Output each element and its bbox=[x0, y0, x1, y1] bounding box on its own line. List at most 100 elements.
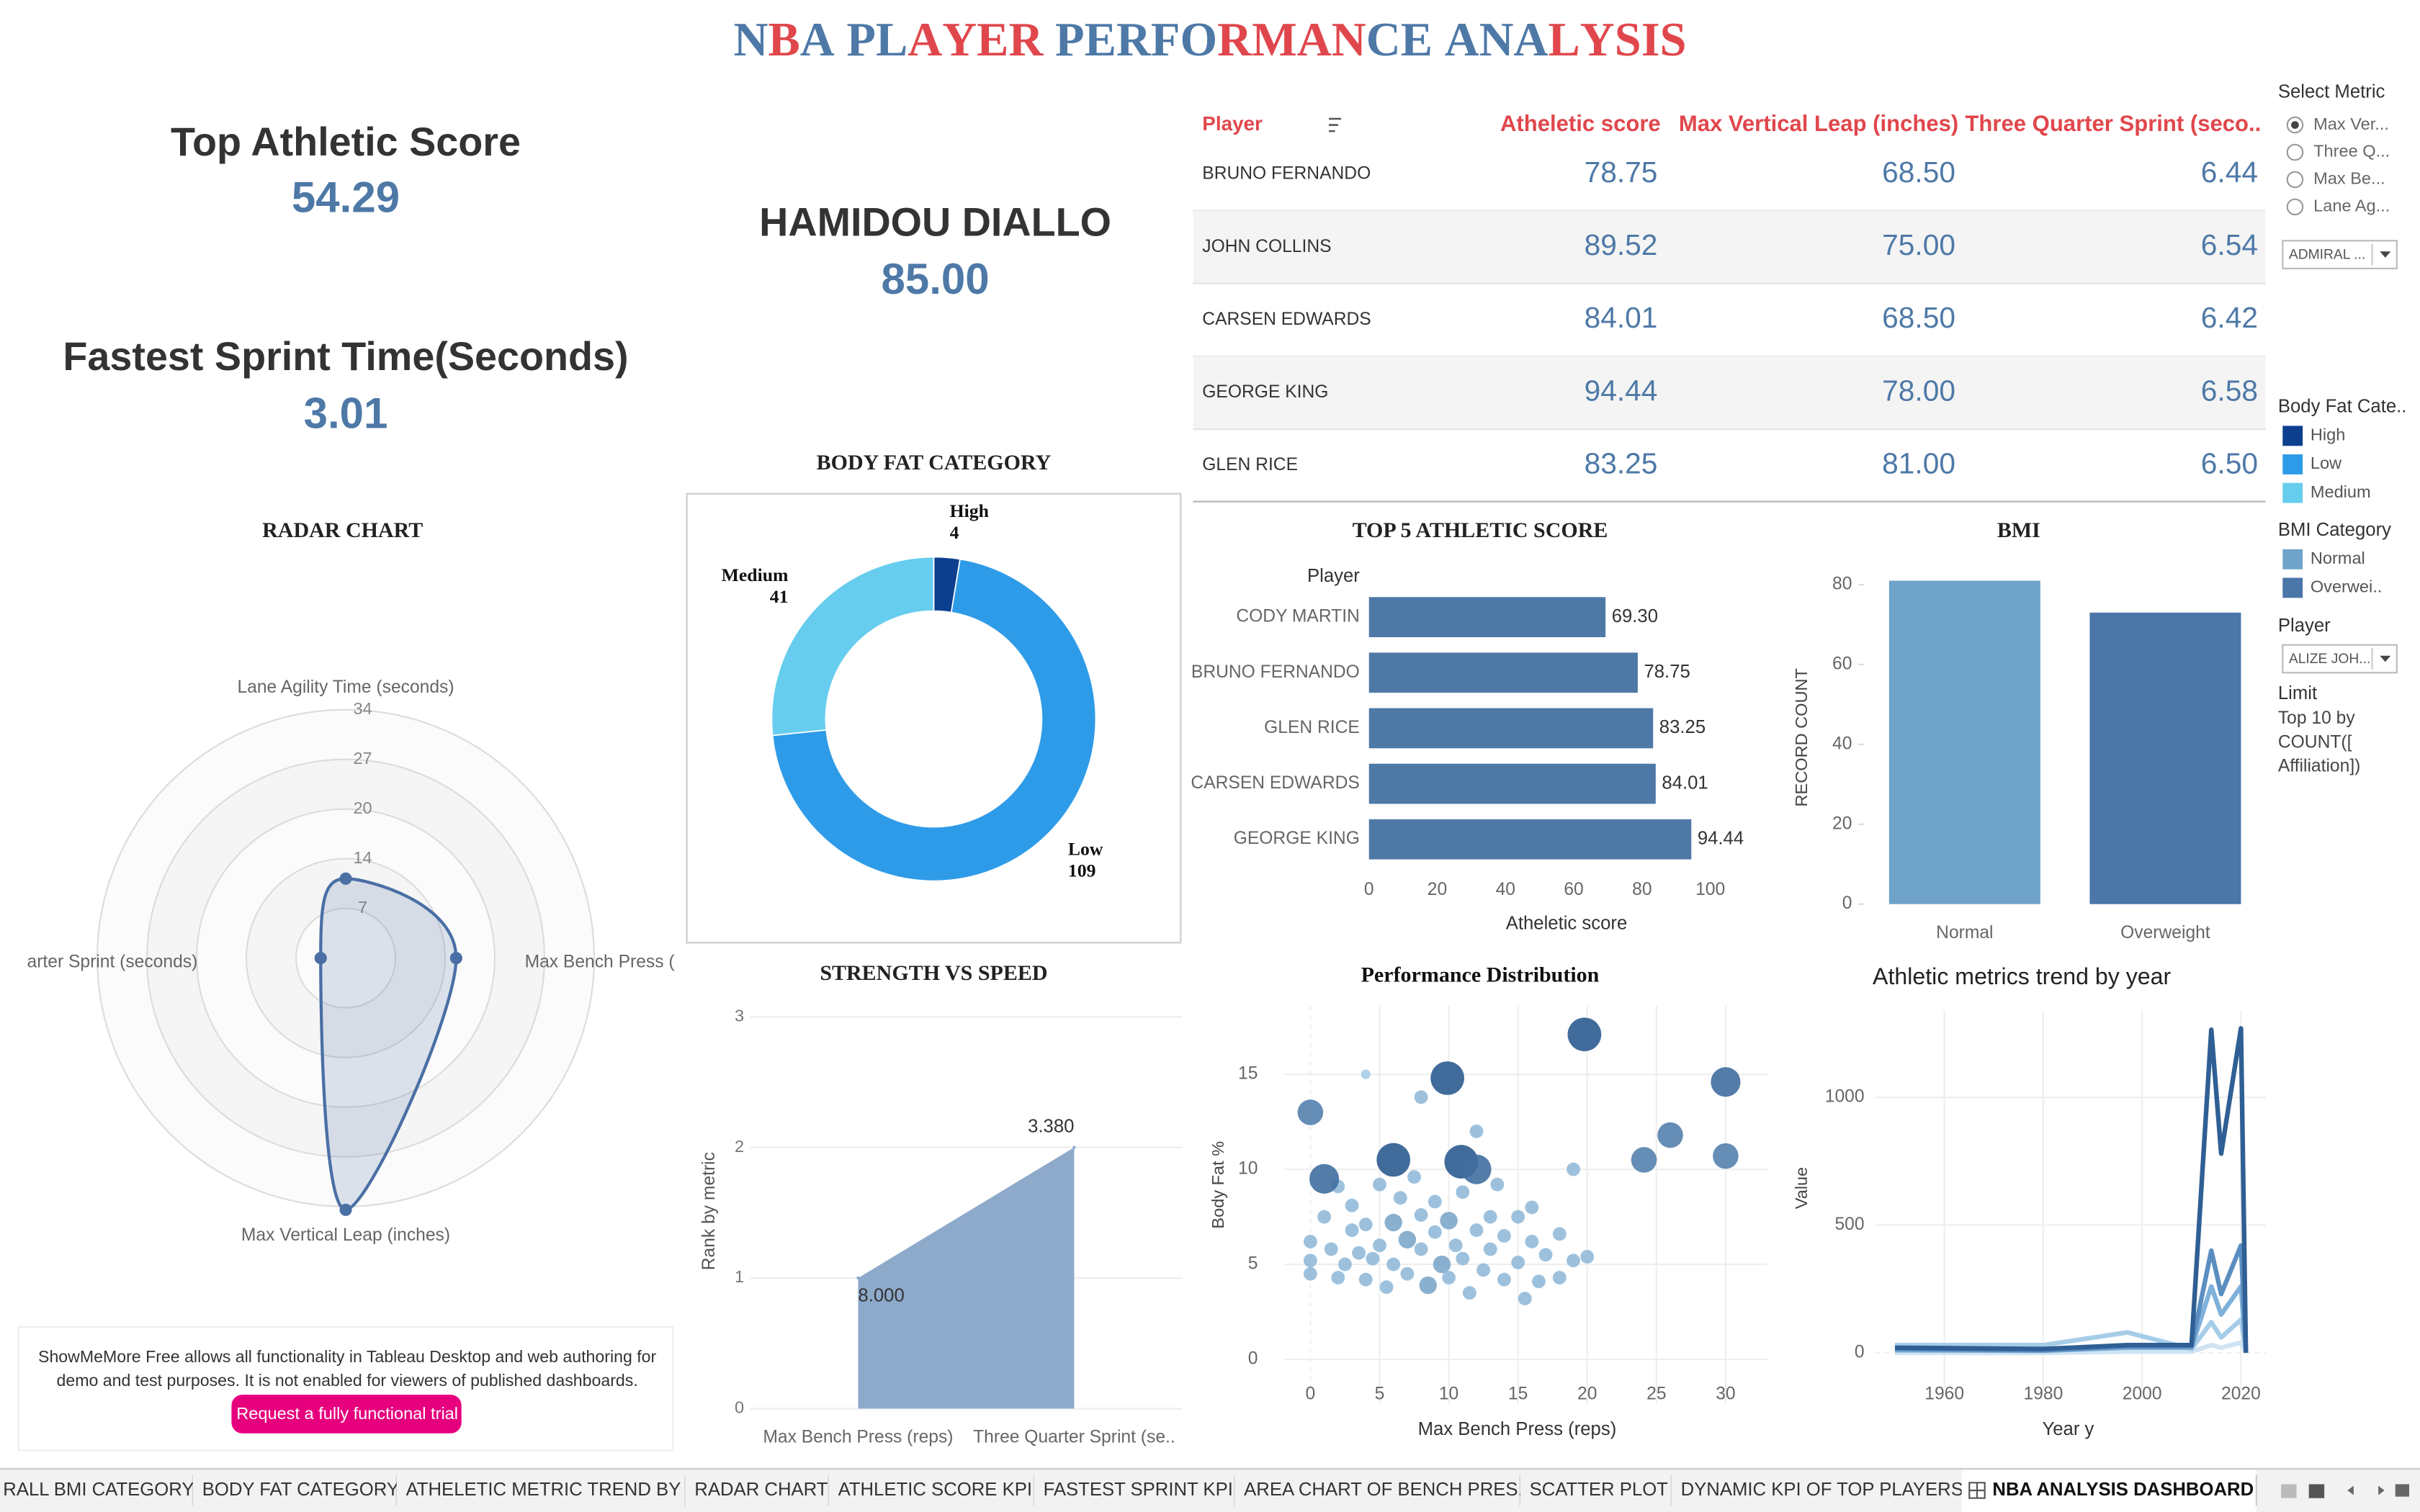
table-row-bg bbox=[1193, 210, 2266, 284]
dropdown[interactable] bbox=[2282, 240, 2398, 269]
x-tick-label: 2020 bbox=[2221, 1385, 2261, 1404]
tab-label[interactable]: AREA CHART OF BENCH PRES... bbox=[1244, 1480, 1533, 1500]
tab[interactable] bbox=[0, 1470, 193, 1512]
tab[interactable] bbox=[192, 1470, 397, 1512]
scatter-point bbox=[1631, 1147, 1657, 1173]
scatter-point bbox=[1352, 1246, 1366, 1260]
scatter-point bbox=[1532, 1274, 1546, 1289]
tab-label[interactable]: BODY FAT CATEGORY bbox=[202, 1480, 399, 1500]
tab-label[interactable]: NBA ANALYSIS DASHBOARD bbox=[1992, 1480, 2254, 1500]
tab[interactable] bbox=[396, 1470, 686, 1512]
chart-title: Performance Distribution bbox=[1361, 963, 1600, 986]
filter-title: Select Metric bbox=[2278, 81, 2385, 102]
scatter-point bbox=[1456, 1251, 1470, 1266]
scatter-point bbox=[1419, 1276, 1437, 1295]
radio-label[interactable]: Lane Ag... bbox=[2313, 197, 2390, 215]
tab[interactable] bbox=[1520, 1470, 1672, 1512]
tab-label[interactable]: SCATTER PLOT bbox=[1530, 1480, 1669, 1500]
radio-button[interactable] bbox=[2286, 143, 2304, 161]
filter-title: Limit bbox=[2278, 683, 2317, 703]
tab[interactable] bbox=[685, 1470, 829, 1512]
x-tick-label: 20 bbox=[1428, 880, 1447, 899]
trial-button-label[interactable]: Request a fully functional trial bbox=[236, 1404, 458, 1423]
y-tick-label: 20 bbox=[1832, 814, 1852, 833]
scatter-point bbox=[1386, 1257, 1401, 1272]
title-letter: N bbox=[1332, 14, 1366, 66]
chart-title: Athletic metrics trend by year bbox=[1873, 963, 2172, 989]
legend-swatch bbox=[2282, 454, 2303, 474]
scatter-point bbox=[1317, 1210, 1332, 1224]
tab-label[interactable]: ATHELETIC METRIC TREND BY ... bbox=[406, 1480, 702, 1500]
tab[interactable] bbox=[1034, 1470, 1235, 1512]
title-letter: A bbox=[800, 14, 835, 66]
tab-label[interactable]: ATHLETIC SCORE KPI bbox=[838, 1480, 1032, 1500]
x-tick-label: 5 bbox=[1375, 1385, 1385, 1404]
y-axis-label: Value bbox=[1792, 1167, 1811, 1210]
scatter-point bbox=[1303, 1254, 1317, 1268]
y-tick-label: 15 bbox=[1238, 1064, 1258, 1084]
tab-label[interactable]: DYNAMIC KPI OF TOP PLAYERS bbox=[1681, 1480, 1963, 1500]
tab[interactable] bbox=[1234, 1470, 1520, 1512]
kpi-value: 85.00 bbox=[881, 255, 989, 303]
tab[interactable] bbox=[1671, 1470, 1984, 1512]
table-value: 78.75 bbox=[1585, 156, 1658, 189]
legend-title: BMI Category bbox=[2278, 520, 2391, 540]
y-tick-label: 1000 bbox=[1825, 1087, 1865, 1107]
limit-text: COUNT([ bbox=[2278, 732, 2352, 752]
scatter-point bbox=[1511, 1210, 1525, 1224]
legend-label: Overwei.. bbox=[2311, 577, 2383, 596]
area-vertex bbox=[1072, 1146, 1076, 1149]
dropdown-value[interactable]: ADMIRAL ... bbox=[2289, 248, 2365, 263]
title-letter: A bbox=[908, 14, 942, 66]
title-letter: A bbox=[1445, 14, 1479, 66]
title-letter: A bbox=[1297, 14, 1332, 66]
table-value: 94.44 bbox=[1585, 374, 1658, 407]
donut-slice bbox=[771, 556, 935, 737]
dropdown[interactable] bbox=[2282, 644, 2398, 674]
donut-label: Low bbox=[1068, 839, 1103, 860]
donut-value: 109 bbox=[1068, 860, 1096, 881]
title-letter: B bbox=[768, 14, 799, 66]
radio-button[interactable] bbox=[2286, 198, 2304, 216]
title-letter: P bbox=[846, 14, 876, 66]
value-label: 83.25 bbox=[1659, 717, 1706, 737]
radio-label[interactable]: Max Be... bbox=[2313, 169, 2385, 188]
nav-icons[interactable] bbox=[2347, 1484, 2409, 1497]
scatter-point bbox=[1538, 1248, 1553, 1262]
scatter-point bbox=[1511, 1255, 1525, 1269]
scatter-point bbox=[1309, 1164, 1340, 1194]
x-tick-label: 0 bbox=[1364, 880, 1374, 899]
tab-label[interactable]: RADAR CHART bbox=[694, 1480, 828, 1500]
tab[interactable] bbox=[828, 1470, 1034, 1512]
trial-button[interactable] bbox=[231, 1395, 462, 1434]
radio-label[interactable]: Three Q... bbox=[2313, 142, 2390, 161]
scatter-point bbox=[1456, 1185, 1470, 1200]
x-tick-label: 80 bbox=[1632, 880, 1652, 899]
scatter-point bbox=[1345, 1198, 1359, 1212]
bar bbox=[2089, 612, 2241, 904]
scatter-point bbox=[1400, 1266, 1415, 1281]
tab[interactable] bbox=[1961, 1470, 2257, 1512]
scatter-point bbox=[1490, 1177, 1505, 1192]
chart-title: BMI bbox=[1997, 518, 2040, 542]
x-tick-label: 15 bbox=[1508, 1385, 1528, 1404]
tab-label[interactable]: FASTEST SPRINT KPI bbox=[1044, 1480, 1233, 1500]
x-tick-label: 100 bbox=[1695, 880, 1725, 899]
column-header: Atheletic score bbox=[1500, 111, 1661, 136]
scatter-point bbox=[1430, 1061, 1464, 1095]
notice-text: ShowMeMore Free allows all functionality… bbox=[38, 1347, 657, 1366]
view-icon[interactable] bbox=[2281, 1484, 2297, 1498]
legend-swatch bbox=[2282, 549, 2303, 570]
radio-label[interactable]: Max Ver... bbox=[2313, 114, 2389, 133]
scatter-point bbox=[1469, 1223, 1484, 1237]
table-value: 6.50 bbox=[2201, 446, 2258, 480]
title-letter: R bbox=[1217, 14, 1252, 66]
scatter-point bbox=[1433, 1255, 1451, 1274]
dropdown-value[interactable]: ALIZE JOH... bbox=[2289, 652, 2370, 667]
scatter-point bbox=[1337, 1257, 1352, 1272]
table-value: 6.54 bbox=[2201, 228, 2258, 261]
radio-button[interactable] bbox=[2286, 171, 2304, 189]
scatter-point bbox=[1376, 1143, 1411, 1177]
tab-label[interactable]: RALL BMI CATEGORY bbox=[3, 1480, 194, 1500]
view-icon[interactable] bbox=[2308, 1484, 2325, 1498]
